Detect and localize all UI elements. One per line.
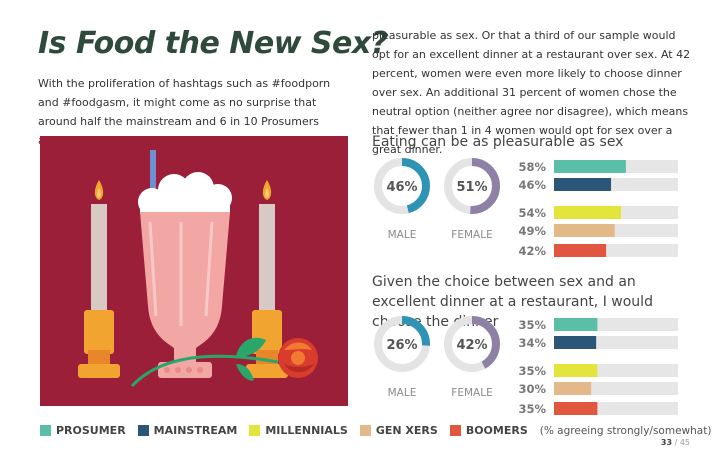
bar-gen-xers bbox=[554, 382, 592, 395]
bar-boomers bbox=[554, 402, 598, 415]
bar-label-boomers: 42% bbox=[518, 244, 546, 258]
bar-label-boomers: 35% bbox=[518, 402, 546, 416]
body-paragraph: pleasurable as sex. Or that a third of o… bbox=[372, 29, 691, 156]
donut-value-female: 51% bbox=[456, 180, 487, 195]
donut-arc-male bbox=[374, 316, 430, 372]
donut-arc-male bbox=[374, 158, 430, 214]
bar-label-mainstream: 46% bbox=[518, 178, 546, 192]
bar-millennials bbox=[554, 206, 621, 219]
rose-stem bbox=[130, 354, 279, 388]
bar-label-millennials: 35% bbox=[518, 364, 546, 378]
bar-label-prosumer: 58% bbox=[518, 160, 546, 174]
legend-note: (% agreeing strongly/somewhat) bbox=[539, 424, 712, 437]
bar-millennials bbox=[554, 364, 598, 377]
chart1: 46% MALE 51% FEMALE 58% 46% 54% 49% 42% bbox=[374, 158, 678, 258]
rose-bloom bbox=[278, 338, 318, 378]
donut-label-female: FEMALE bbox=[451, 387, 492, 399]
donut-arc-female bbox=[444, 158, 500, 214]
donut-value-male: 26% bbox=[386, 338, 417, 353]
donut-arc-female bbox=[444, 316, 500, 372]
donut-value-male: 46% bbox=[386, 180, 417, 195]
donut-label-female: FEMALE bbox=[451, 229, 492, 241]
legend: PROSUMER MAINSTREAM MILLENNIALS GEN XERS… bbox=[40, 424, 711, 437]
legend-item-mainstream: MAINSTREAM bbox=[137, 424, 237, 437]
legend-item-millennials: MILLENNIALS bbox=[249, 424, 348, 437]
bar-boomers bbox=[554, 244, 607, 257]
legend-item-boomers: BOOMERS bbox=[449, 424, 528, 437]
donut-label-male: MALE bbox=[388, 229, 417, 241]
page-title: Is Food the New Sex? bbox=[38, 26, 388, 61]
bar-mainstream bbox=[554, 178, 612, 191]
chart2: 26% MALE 42% FEMALE 35% 34% 35% 30% 35% bbox=[374, 316, 678, 416]
bar-label-mainstream: 34% bbox=[518, 336, 546, 350]
whipped-cream bbox=[138, 172, 232, 216]
bar-label-gen-xers: 30% bbox=[518, 382, 546, 396]
bar-gen-xers bbox=[554, 224, 615, 237]
straw bbox=[150, 150, 156, 212]
legend-item-genx: GEN XERS bbox=[359, 424, 438, 437]
glass-base bbox=[158, 362, 212, 378]
candle-left bbox=[78, 180, 120, 378]
milkshake-illustration bbox=[40, 136, 348, 406]
bar-prosumer bbox=[554, 318, 598, 331]
bar-mainstream bbox=[554, 336, 597, 349]
chart1-title: Eating can be as pleasurable as sex bbox=[372, 134, 624, 150]
bar-label-gen-xers: 49% bbox=[518, 224, 546, 238]
bar-label-prosumer: 35% bbox=[518, 318, 546, 332]
glass bbox=[140, 212, 230, 364]
legend-item-prosumer: PROSUMER bbox=[40, 424, 126, 437]
bar-prosumer bbox=[554, 160, 626, 173]
bar-label-millennials: 54% bbox=[518, 206, 546, 220]
donut-label-male: MALE bbox=[388, 387, 417, 399]
page-number: 33 / 45 bbox=[660, 438, 690, 447]
donut-value-female: 42% bbox=[456, 338, 487, 353]
